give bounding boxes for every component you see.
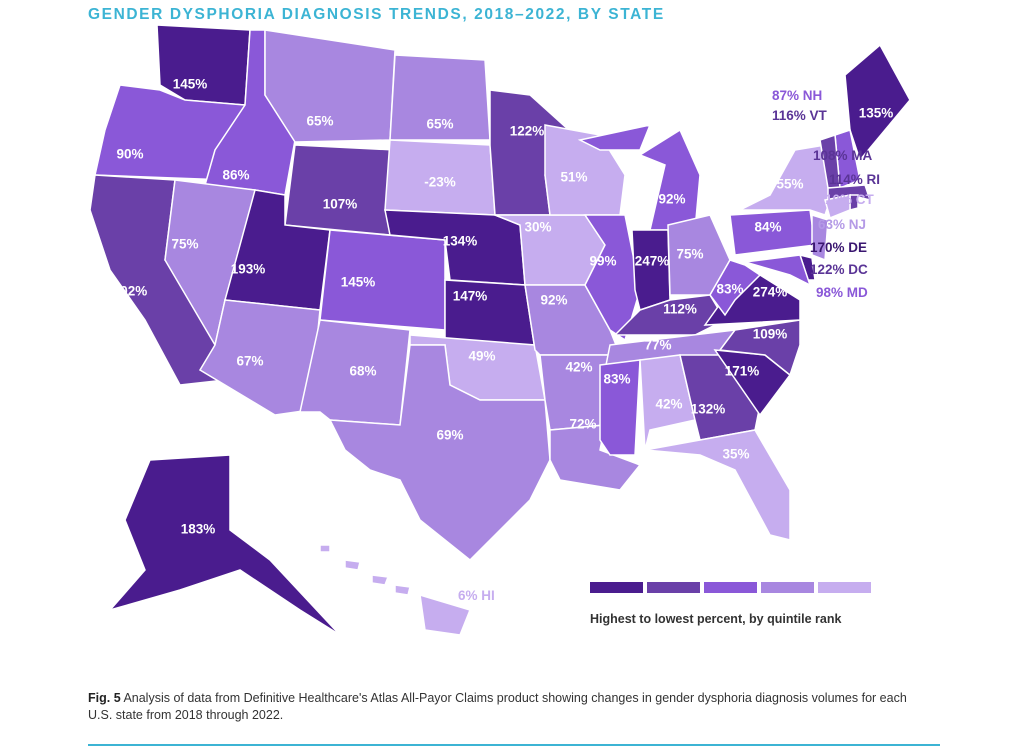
state-label-la: 72%: [569, 417, 596, 432]
figure-caption: Fig. 5 Analysis of data from Definitive …: [88, 690, 908, 724]
state-label-nv: 75%: [171, 237, 198, 252]
legend-swatch-5: [818, 582, 871, 593]
legend-label: Highest to lowest percent, by quintile r…: [590, 612, 842, 626]
state-wv: [709, 259, 762, 317]
state-label-az: 67%: [236, 354, 263, 369]
state-label-mn: 122%: [510, 124, 545, 139]
state-ms: [599, 359, 641, 456]
legend-swatches: [590, 582, 871, 593]
state-label-or: 90%: [116, 147, 143, 162]
external-label: 98% MD: [816, 285, 868, 300]
state-label-mi: 92%: [658, 192, 685, 207]
bottom-rule: [88, 744, 940, 746]
state-co: [319, 229, 446, 331]
state-label-ms: 83%: [603, 372, 630, 387]
state-label-ks: 147%: [453, 289, 488, 304]
state-label-ak: 183%: [181, 522, 216, 537]
state-label-pa: 84%: [754, 220, 781, 235]
state-label-ok: 49%: [468, 349, 495, 364]
state-al: [639, 354, 696, 451]
state-label-tx: 69%: [436, 428, 463, 443]
legend-swatch-2: [647, 582, 700, 593]
state-label-sc: 171%: [725, 364, 760, 379]
state-in: [631, 229, 671, 311]
state-label-wi: 51%: [560, 170, 587, 185]
map-title: GENDER DYSPHORIA DIAGNOSIS TRENDS, 2018–…: [88, 6, 665, 23]
external-label: 6% HI: [458, 588, 495, 603]
state-label-ar: 42%: [565, 360, 592, 375]
state-md: [744, 254, 812, 287]
caption-fig-number: Fig. 5: [88, 691, 121, 705]
external-label: 170% DE: [810, 240, 868, 255]
external-label: 87% NH: [772, 88, 823, 103]
state-label-mt: 65%: [306, 114, 333, 129]
state-label-me: 135%: [859, 106, 894, 121]
state-ma: [827, 184, 872, 202]
state-az: [198, 299, 321, 416]
state-label-ny: 55%: [776, 177, 803, 192]
external-label: 63% NJ: [818, 217, 867, 232]
state-nj: [811, 213, 829, 262]
state-label-ut: 193%: [231, 262, 266, 277]
state-label-sd: -23%: [424, 175, 456, 190]
legend-swatch-3: [704, 582, 757, 593]
state-label-wy: 107%: [323, 197, 358, 212]
state-label-in: 247%: [635, 254, 670, 269]
caption-text: Analysis of data from Definitive Healthc…: [88, 691, 907, 722]
state-label-il: 99%: [589, 254, 616, 269]
state-label-mo: 92%: [540, 293, 567, 308]
state-label-tn: 77%: [644, 338, 671, 353]
state-mt: [264, 29, 396, 143]
state-label-ca: 102%: [113, 284, 148, 299]
external-label: 122% DC: [810, 262, 868, 277]
state-label-nc: 109%: [753, 327, 788, 342]
state-wy: [284, 144, 396, 236]
external-label: 10% CT: [825, 192, 874, 207]
state-label-nm: 68%: [349, 364, 376, 379]
state-label-wa: 145%: [173, 77, 208, 92]
state-label-nd: 65%: [426, 117, 453, 132]
external-label: 108% MA: [813, 148, 873, 163]
legend-swatch-4: [761, 582, 814, 593]
state-label-fl: 35%: [722, 447, 749, 462]
state-ak: [107, 454, 341, 636]
state-label-wv: 83%: [716, 282, 743, 297]
state-nc: [718, 319, 801, 377]
state-label-ga: 132%: [691, 402, 726, 417]
state-fl: [644, 429, 791, 541]
state-label-co: 145%: [341, 275, 376, 290]
state-label-va: 274%: [753, 285, 788, 300]
external-label: 114% RI: [829, 172, 881, 187]
state-wa: [156, 24, 251, 106]
legend-swatch-1: [590, 582, 643, 593]
state-label-ne: 134%: [443, 234, 478, 249]
state-label-ia: 30%: [524, 220, 551, 235]
state-label-id: 86%: [222, 168, 249, 183]
state-ct: [824, 194, 851, 220]
state-label-oh: 75%: [676, 247, 703, 262]
state-hi: [319, 544, 472, 636]
state-label-al: 42%: [655, 397, 682, 412]
state-me: [844, 43, 911, 162]
state-label-ky: 112%: [663, 302, 697, 317]
external-label: 116% VT: [772, 108, 827, 123]
